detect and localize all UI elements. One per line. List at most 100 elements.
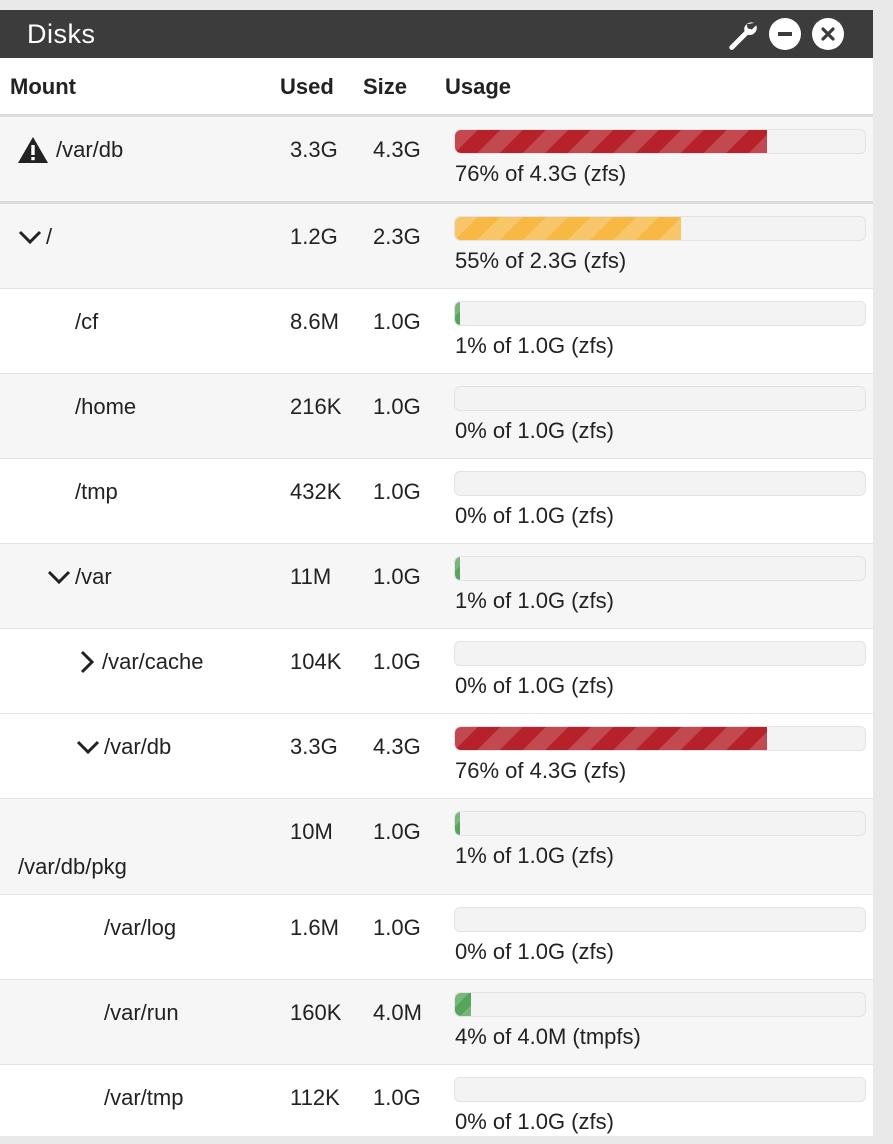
- usage-progress-bar: [454, 992, 866, 1017]
- usage-progress-bar: [454, 1077, 866, 1102]
- chevron-right-icon[interactable]: [74, 650, 98, 674]
- close-button[interactable]: [811, 17, 845, 51]
- used-cell: 104K: [290, 649, 342, 674]
- mount-cell: /var/tmp: [104, 1085, 183, 1111]
- size-cell: 1.0G: [373, 819, 421, 844]
- table-row: /var 11M 1.0G 1% of 1.0G (zfs): [0, 544, 873, 629]
- disks-table: Mount Used Size Usage /var/db 3.3G 4.3G …: [0, 58, 873, 1136]
- mount-path: /tmp: [75, 479, 118, 504]
- used-cell: 8.6M: [290, 309, 339, 334]
- usage-text: 1% of 1.0G (zfs): [455, 843, 614, 868]
- mount-path: /var/log: [104, 915, 177, 940]
- widget-header: Disks: [0, 10, 873, 58]
- mount-cell: /var/db: [16, 135, 123, 165]
- usage-progress-bar: [454, 556, 866, 581]
- size-cell: 4.0M: [373, 1000, 422, 1025]
- table-row: /var/db/pkg 10M 1.0G 1% of 1.0G (zfs): [0, 799, 873, 895]
- used-cell: 3.3G: [290, 137, 338, 162]
- mount-cell: /: [18, 224, 52, 250]
- column-header-size: Size: [363, 74, 408, 99]
- chevron-down-icon[interactable]: [18, 225, 42, 249]
- usage-progress-fill: [455, 812, 460, 835]
- mount-cell: /cf: [75, 309, 98, 335]
- table-row: /cf 8.6M 1.0G 1% of 1.0G (zfs): [0, 289, 873, 374]
- usage-progress-bar: [454, 129, 866, 154]
- usage-text: 0% of 1.0G (zfs): [455, 503, 614, 528]
- mount-path: /var: [75, 564, 112, 589]
- mount-cell: /var/log: [104, 915, 176, 941]
- table-row: / 1.2G 2.3G 55% of 2.3G (zfs): [0, 204, 873, 289]
- usage-progress-fill: [455, 727, 767, 750]
- minimize-button[interactable]: [768, 17, 802, 51]
- usage-progress-bar: [454, 216, 866, 241]
- table-row: /var/db 3.3G 4.3G 76% of 4.3G (zfs): [0, 117, 873, 204]
- size-cell: 4.3G: [373, 137, 421, 162]
- table-row: /var/tmp 112K 1.0G 0% of 1.0G (zfs): [0, 1065, 873, 1136]
- used-cell: 1.6M: [290, 915, 339, 940]
- used-cell: 1.2G: [290, 224, 338, 249]
- disks-widget: Disks Mount Used Size Usa: [0, 10, 873, 1136]
- widget-controls: [725, 17, 845, 51]
- size-cell: 1.0G: [373, 649, 421, 674]
- size-cell: 1.0G: [373, 309, 421, 334]
- mount-path: /var/db: [56, 137, 124, 162]
- size-cell: 1.0G: [373, 1085, 421, 1110]
- usage-progress-bar: [454, 907, 866, 932]
- mount-path: /cf: [75, 309, 99, 334]
- usage-progress-fill: [455, 217, 681, 240]
- usage-progress-fill: [455, 557, 460, 580]
- size-cell: 2.3G: [373, 224, 421, 249]
- usage-text: 76% of 4.3G (zfs): [455, 758, 627, 783]
- column-header-mount: Mount: [10, 74, 76, 99]
- mount-cell: /tmp: [75, 479, 118, 505]
- size-cell: 4.3G: [373, 734, 421, 759]
- mount-path: /var/db: [104, 734, 172, 759]
- mount-cell: /var/run: [104, 1000, 179, 1026]
- used-cell: 10M: [290, 819, 333, 844]
- size-cell: 1.0G: [373, 479, 421, 504]
- wrench-icon[interactable]: [725, 17, 759, 51]
- usage-progress-bar: [454, 726, 866, 751]
- usage-progress-fill: [455, 302, 460, 325]
- table-row: /var/cache 104K 1.0G 0% of 1.0G (zfs): [0, 629, 873, 714]
- mount-cell: /home: [75, 394, 136, 420]
- mount-cell: /var/cache: [74, 649, 204, 675]
- usage-text: 0% of 1.0G (zfs): [455, 939, 614, 964]
- mount-cell: /var: [47, 564, 112, 590]
- mount-cell: /var/db/pkg: [18, 854, 127, 880]
- minus-circle-icon: [769, 18, 801, 50]
- mount-cell: /var/db: [76, 734, 171, 760]
- mount-path: /var/cache: [102, 649, 204, 674]
- used-cell: 160K: [290, 1000, 342, 1025]
- warning-triangle-icon: [16, 135, 50, 165]
- chevron-down-icon[interactable]: [76, 735, 100, 759]
- usage-text: 76% of 4.3G (zfs): [455, 161, 627, 186]
- table-row: /var/db 3.3G 4.3G 76% of 4.3G (zfs): [0, 714, 873, 799]
- table-row: /home 216K 1.0G 0% of 1.0G (zfs): [0, 374, 873, 459]
- usage-progress-bar: [454, 386, 866, 411]
- table-row: /var/log 1.6M 1.0G 0% of 1.0G (zfs): [0, 895, 873, 980]
- size-cell: 1.0G: [373, 564, 421, 589]
- mount-path: /var/run: [104, 1000, 179, 1025]
- table-row: /var/run 160K 4.0M 4% of 4.0M (tmpfs): [0, 980, 873, 1065]
- usage-progress-fill: [455, 130, 767, 153]
- usage-text: 1% of 1.0G (zfs): [455, 588, 614, 613]
- table-header: Mount Used Size Usage: [0, 58, 873, 117]
- close-circle-icon: [812, 18, 844, 50]
- chevron-down-icon[interactable]: [47, 565, 71, 589]
- usage-progress-bar: [454, 811, 866, 836]
- column-header-used: Used: [280, 74, 334, 99]
- usage-text: 1% of 1.0G (zfs): [455, 333, 614, 358]
- size-cell: 1.0G: [373, 915, 421, 940]
- usage-text: 4% of 4.0M (tmpfs): [455, 1024, 641, 1049]
- widget-title: Disks: [27, 19, 96, 49]
- mount-path: /var/db/pkg: [18, 854, 127, 879]
- usage-progress-bar: [454, 641, 866, 666]
- column-header-usage: Usage: [445, 74, 512, 99]
- mount-path: /home: [75, 394, 137, 419]
- mount-path: /var/tmp: [104, 1085, 184, 1110]
- usage-text: 0% of 1.0G (zfs): [455, 1109, 614, 1134]
- usage-progress-fill: [455, 993, 472, 1016]
- usage-progress-bar: [454, 301, 866, 326]
- used-cell: 112K: [290, 1085, 340, 1110]
